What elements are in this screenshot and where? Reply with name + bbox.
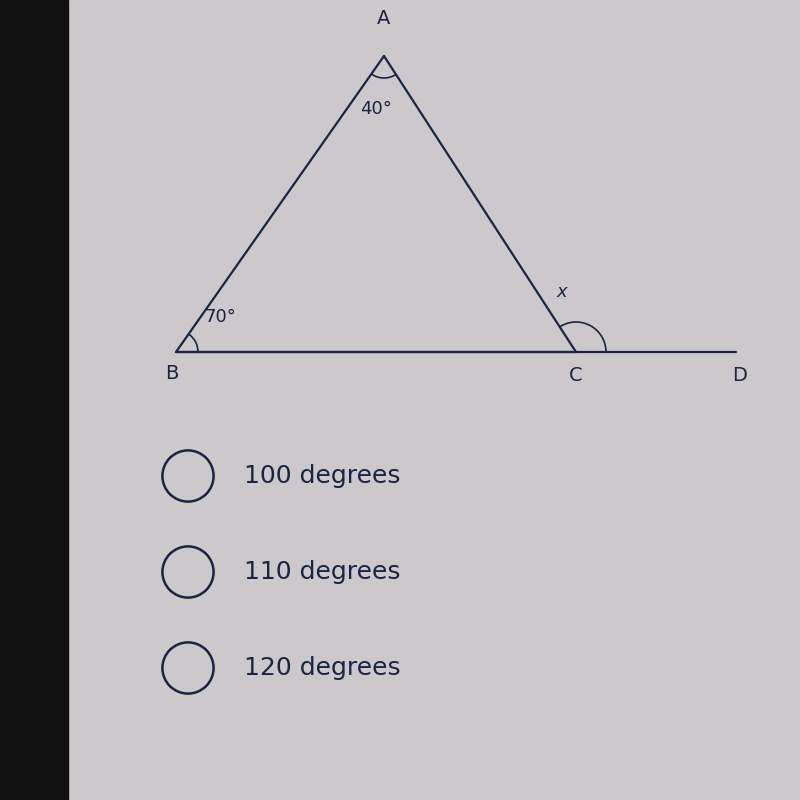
Text: 40°: 40° [360,100,392,118]
Text: B: B [166,364,178,383]
Text: A: A [378,9,390,28]
Text: 120 degrees: 120 degrees [244,656,401,680]
Text: 100 degrees: 100 degrees [244,464,401,488]
Text: C: C [569,366,583,386]
Text: D: D [733,366,747,386]
Text: x: x [556,283,566,301]
Text: 70°: 70° [204,309,236,326]
Text: 110 degrees: 110 degrees [244,560,401,584]
